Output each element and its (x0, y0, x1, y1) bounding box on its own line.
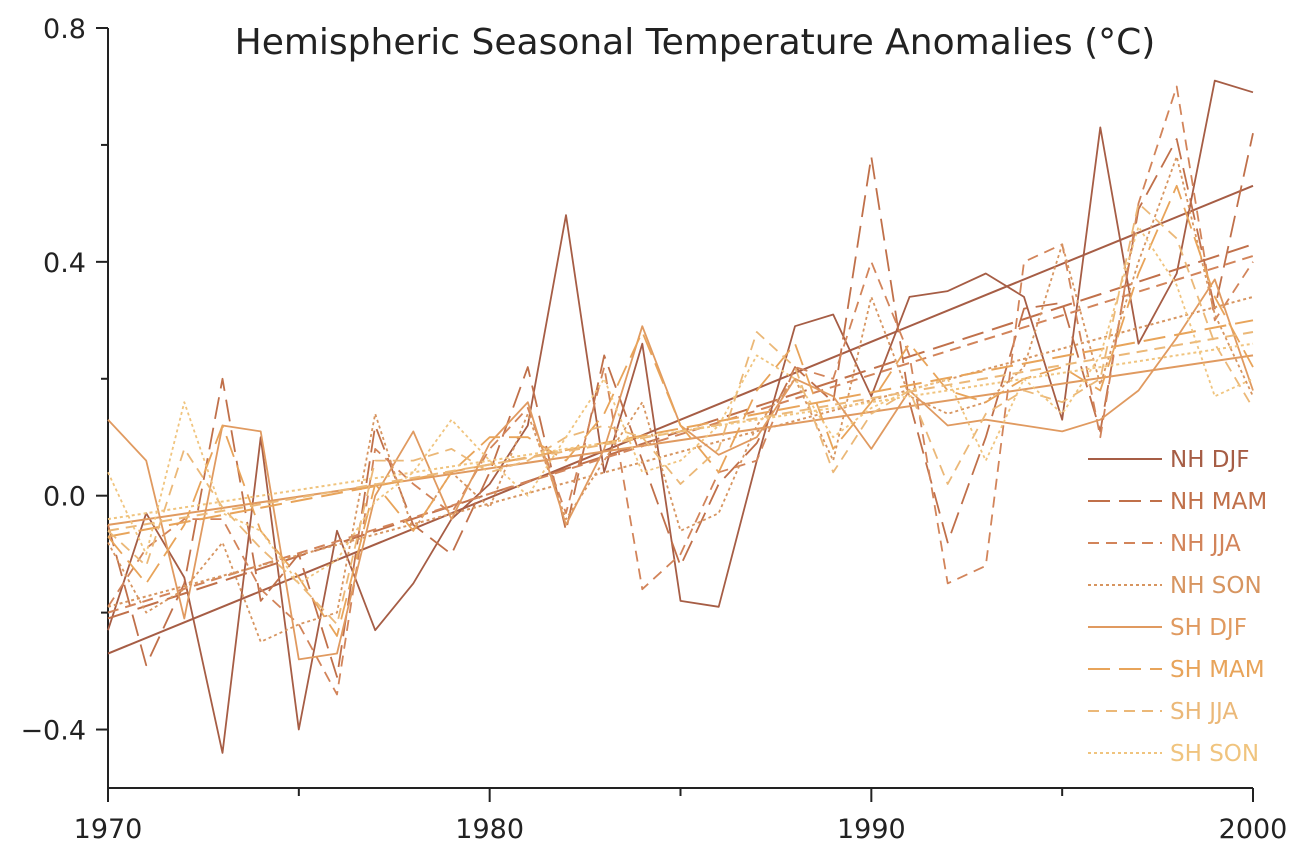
legend-label-sh-djf: SH DJF (1170, 615, 1247, 641)
y-tick-label: −0.4 (20, 716, 86, 747)
x-tick-label: 1970 (74, 814, 143, 845)
legend: NH DJF NH MAM NH JJA NH SON SH DJF SH MAM SH J… (1088, 447, 1267, 767)
series-sh-jja (107, 202, 1254, 626)
trend-sh-mam (107, 319, 1254, 538)
series-sh-son (107, 225, 1254, 585)
legend-label-sh-jja: SH JJA (1170, 699, 1238, 725)
y-tick-label: 0.4 (43, 248, 86, 279)
trend-sh-jja (107, 331, 1254, 532)
series-nh-son (107, 155, 1254, 643)
legend-label-sh-son: SH SON (1170, 741, 1259, 767)
series-nh-djf (107, 79, 1254, 754)
axes: −0.4 0.0 0.4 0.8 1970 1980 1990 2000 (20, 14, 1287, 845)
legend-label-nh-son: NH SON (1170, 573, 1262, 599)
series-sh-mam (107, 184, 1254, 637)
trend-sh-djf (107, 354, 1254, 526)
trend-nh-djf (107, 184, 1254, 655)
trend-nh-jja (107, 255, 1254, 614)
x-tick-label: 1990 (837, 814, 906, 845)
trend-sh-son (107, 342, 1254, 521)
legend-label-nh-djf: NH DJF (1170, 447, 1250, 473)
trend-nh-son (107, 295, 1254, 608)
legend-label-sh-mam: SH MAM (1170, 657, 1265, 683)
y-tick-label: 0.0 (43, 482, 86, 513)
x-tick-label: 1980 (455, 814, 524, 845)
chart-title: Hemispheric Seasonal Temperature Anomali… (235, 22, 1156, 63)
plot-area (107, 79, 1254, 754)
y-tick-label: 0.8 (43, 14, 86, 45)
legend-label-nh-jja: NH JJA (1170, 531, 1241, 557)
x-tick-label: 2000 (1219, 814, 1288, 845)
legend-label-nh-mam: NH MAM (1170, 489, 1267, 515)
